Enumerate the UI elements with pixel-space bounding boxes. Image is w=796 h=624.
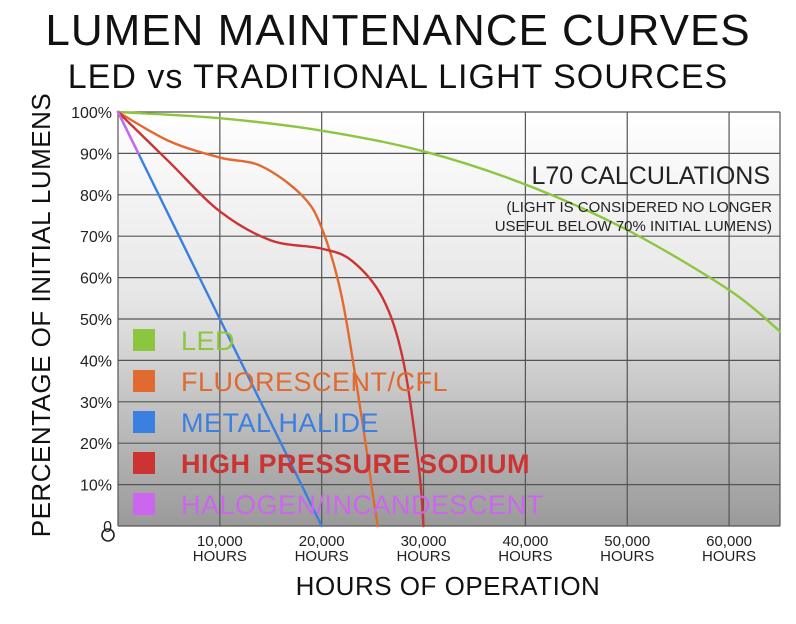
- y-tick-label: 100%: [71, 105, 112, 122]
- x-tick-label: 40,000: [502, 533, 548, 550]
- series-line-high-pressure-sodium: [116, 110, 425, 528]
- legend-swatch: [133, 411, 155, 433]
- x-tick-unit-label: HOURS: [396, 548, 450, 565]
- annotation-line1: (LIGHT IS CONSIDERED NO LONGER: [506, 199, 772, 216]
- series-line-halogen-incandescent: [116, 110, 140, 155]
- x-axis-label: HOURS OF OPERATION: [296, 571, 601, 601]
- annotation-line2: USEFUL BELOW 70% INITIAL LUMENS): [495, 218, 772, 235]
- y-tick-label: 10%: [80, 478, 112, 495]
- y-tick-label: 80%: [80, 188, 112, 205]
- chart-title: LUMEN MAINTENANCE CURVES: [45, 6, 751, 55]
- series-line-fluorescent-cfl: [116, 110, 379, 528]
- x-tick-unit-label: HOURS: [702, 548, 756, 565]
- y-tick-label: 30%: [80, 395, 112, 412]
- y-tick-label: 70%: [80, 229, 112, 246]
- legend-label: HIGH PRESSURE SODIUM: [181, 449, 530, 479]
- chart-subtitle: LED vs TRADITIONAL LIGHT SOURCES: [67, 58, 729, 96]
- legend-label: LED: [181, 326, 235, 356]
- x-tick-label: 30,000: [401, 533, 447, 550]
- legend-label: HALOGEN/INCANDESCENT: [181, 490, 544, 520]
- origin-marker: [101, 528, 115, 542]
- legend-label: METAL HALIDE: [181, 408, 379, 438]
- annotation-title: L70 CALCULATIONS: [531, 162, 770, 190]
- y-tick-label: 40%: [80, 353, 112, 370]
- y-tick-label: 20%: [80, 436, 112, 453]
- y-tick-label: 0: [103, 519, 112, 536]
- legend-swatch: [133, 370, 155, 392]
- y-tick-label: 60%: [80, 271, 112, 288]
- series-line-led: [116, 110, 782, 333]
- series-line-metal-halide: [116, 110, 323, 528]
- legend-swatch: [133, 493, 155, 515]
- legend-swatch: [133, 329, 155, 351]
- legend-swatch: [133, 452, 155, 474]
- x-tick-unit-label: HOURS: [600, 548, 654, 565]
- y-tick-label: 90%: [80, 146, 112, 163]
- x-tick-label: 10,000: [197, 533, 243, 550]
- x-tick-label: 50,000: [604, 533, 650, 550]
- x-tick-label: 20,000: [299, 533, 345, 550]
- x-tick-unit-label: HOURS: [498, 548, 552, 565]
- x-tick-unit-label: HOURS: [193, 548, 247, 565]
- legend-label: FLUORESCENT/CFL: [181, 367, 448, 397]
- x-tick-unit-label: HOURS: [295, 548, 349, 565]
- y-tick-label: 50%: [80, 312, 112, 329]
- x-tick-label: 60,000: [706, 533, 752, 550]
- y-axis-label: PERCENTAGE OF INITIAL LUMENS: [26, 93, 56, 538]
